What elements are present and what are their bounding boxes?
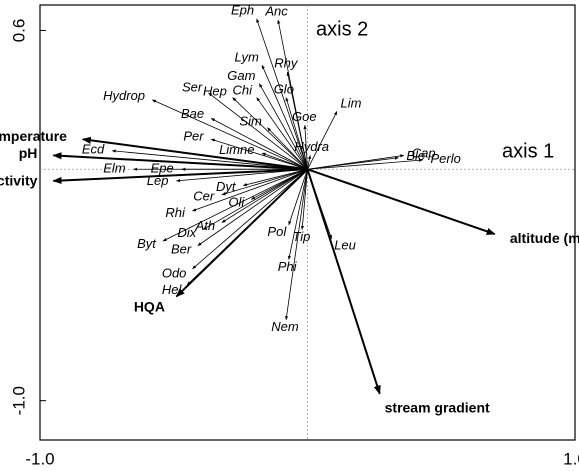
arrow [192, 168, 308, 270]
arrow-label: conductivity [0, 172, 38, 188]
arrow-label: Perlo [430, 151, 460, 166]
arrow [256, 97, 308, 170]
arrow-label: Limne [219, 142, 254, 157]
arrow [307, 154, 405, 170]
arrow [259, 83, 308, 170]
arrow [285, 169, 308, 321]
arrow-label: Epe [151, 161, 174, 176]
arrow-label: Ecd [82, 141, 105, 156]
x-tick-label: 1.0 [563, 449, 579, 468]
arrow-label: Odo [162, 265, 187, 280]
arrow-label: Lym [234, 49, 258, 64]
arrow [221, 168, 308, 196]
arrow-label: Oli [228, 195, 245, 210]
arrow-label: Hydra [294, 139, 329, 154]
arrow [267, 127, 308, 170]
arrow [288, 169, 308, 226]
arrow-label: stream gradient [385, 400, 490, 416]
arrow-label: Eph [231, 3, 254, 18]
arrow-label: Ser [182, 79, 203, 94]
arrow-label: Anc [264, 4, 288, 19]
arrow-label: Per [183, 128, 204, 143]
y-tick-label: -1.0 [9, 386, 28, 415]
arrow [210, 118, 308, 170]
arrow-label: Nem [271, 319, 299, 334]
arrow-label: Phi [278, 259, 298, 274]
arrow-label: temperature [0, 128, 67, 144]
arrow [210, 138, 308, 170]
arrow-label: Rhi [165, 205, 186, 220]
arrow [175, 168, 309, 298]
arrow-label: Dix [177, 225, 196, 240]
arrow [307, 158, 423, 170]
arrow [52, 152, 308, 171]
arrow [162, 168, 308, 242]
arrow-label: Cer [193, 188, 215, 203]
arrow-label: Chi [233, 82, 254, 97]
arrow [202, 168, 308, 230]
arrow [307, 111, 338, 170]
arrow-label: Gam [227, 68, 255, 83]
arrow-label: Bae [181, 106, 204, 121]
y-tick-label: 0.6 [9, 19, 28, 43]
arrow-label: Pol [267, 224, 287, 239]
x-tick-label: -1.0 [25, 449, 54, 468]
arrow [151, 99, 308, 170]
arrow-label: Rhy [274, 56, 299, 71]
arrow-label: Ath [195, 218, 216, 233]
arrow-label: Leu [334, 238, 356, 253]
arrow-label: Elm [103, 161, 126, 176]
arrow [52, 168, 308, 185]
arrow [192, 168, 308, 212]
arrow [221, 168, 308, 223]
arrow [307, 155, 312, 170]
arrow-label: Tip [292, 229, 310, 244]
x-axis-label: axis 1 [502, 140, 554, 162]
arrow [197, 168, 308, 246]
arrow [81, 136, 308, 171]
arrow [286, 71, 308, 170]
arrow-label: HQA [134, 298, 165, 314]
arrow-label: Sim [239, 113, 262, 128]
arrow [307, 168, 496, 236]
arrow [287, 169, 308, 260]
y-axis-label: axis 2 [316, 18, 368, 40]
arrow-label: Lim [341, 96, 362, 111]
arrow-label: Glo [274, 81, 294, 96]
arrow-label: pH [19, 145, 38, 161]
arrow-label: Byt [137, 236, 157, 251]
arrow-label: Hep [203, 83, 227, 98]
arrow-label: Ber [171, 242, 192, 257]
arrow [256, 18, 308, 170]
arrow [261, 152, 308, 170]
arrow [208, 92, 308, 170]
arrow [232, 97, 308, 170]
arrow-label: Cap [412, 146, 436, 161]
arrow [261, 64, 308, 170]
arrow [242, 168, 308, 187]
arrow-label: Hydrop [103, 88, 145, 103]
arrow [111, 149, 308, 170]
arrow-label: altitude (m a.s.l.) [510, 230, 579, 246]
arrow [285, 97, 308, 170]
arrow [300, 169, 308, 230]
arrow [306, 168, 381, 395]
arrow-label: Goe [292, 109, 317, 124]
arrow [303, 124, 308, 170]
arrow-label: Dyt [216, 179, 237, 194]
